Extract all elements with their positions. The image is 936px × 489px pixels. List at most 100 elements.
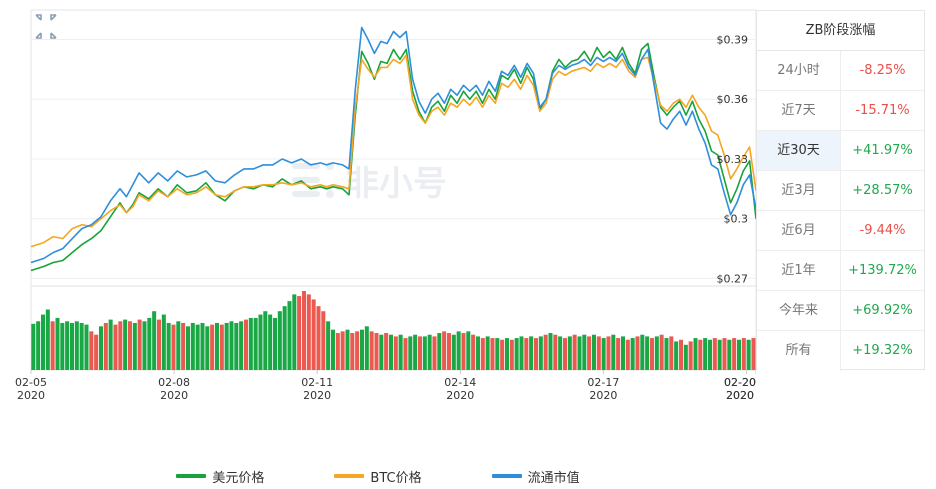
x-tick-year: 2020 [160,389,188,402]
volume-bar [649,338,654,370]
stats-period[interactable]: 今年来 [757,291,841,330]
volume-bar [717,339,722,370]
volume-bar [219,324,224,370]
legend-item-market-cap[interactable]: 流通市值 [491,466,580,486]
volume-bar [490,338,495,370]
stats-row[interactable]: 近1年 +139.72% [757,251,924,291]
volume-bar [417,336,422,370]
volume-bar [243,319,248,370]
volume-bar [442,331,447,370]
stats-row[interactable]: 近6月 -9.44% [757,211,924,251]
volume-bar [403,338,408,370]
volume-bars [31,291,756,370]
stats-change: -9.44% [859,223,906,238]
volume-bar [113,324,118,370]
volume-bar [142,321,147,370]
volume-bar [674,341,679,370]
volume-bar [393,336,398,370]
volume-bar [137,319,142,370]
series-line [30,54,756,248]
volume-bar [65,321,70,370]
x-tick-label: 02-14 [444,376,476,389]
volume-bar [654,336,659,370]
stats-period[interactable]: 近6月 [757,211,841,250]
x-tick-year: 2020 [303,389,331,402]
volume-bar [736,339,741,370]
volume-bar [500,339,505,370]
volume-bar [751,338,756,370]
volume-bar [625,339,630,370]
volume-bar [572,334,577,370]
volume-bar [36,321,41,370]
volume-bar [582,334,587,370]
volume-bar [471,334,476,370]
expand-icon[interactable] [35,14,57,39]
volume-bar [152,311,157,370]
volume-bar [461,333,466,370]
stats-change: +41.97% [852,143,913,158]
volume-bar [707,339,712,370]
volume-bar [722,338,727,370]
legend-item-usd-price[interactable]: 美元价格 [176,466,264,486]
volume-bar [277,311,282,370]
volume-bar [587,336,592,370]
volume-bar [538,336,543,370]
legend-label: 流通市值 [527,470,580,486]
stats-row[interactable]: 近3月 +28.57% [757,171,924,211]
legend-swatch [176,474,207,478]
volume-bar [529,336,534,370]
volume-bar [103,322,108,370]
stats-period[interactable]: 近1年 [757,251,841,290]
volume-bar [446,333,451,370]
x-tick-label: 02-08 [158,376,190,389]
volume-bar [611,334,616,370]
volume-bar [330,329,335,370]
volume-bar [466,331,471,370]
volume-bar [504,338,509,370]
watermark: 非小号 [292,162,447,204]
price-chart[interactable]: 非小号 $0.39$0.36$0.33$0.3$0.27 02-05202002… [0,0,756,410]
volume-bar [50,321,55,370]
stats-period[interactable]: 24小时 [757,51,841,90]
volume-bar [553,334,558,370]
volume-bar [727,339,732,370]
volume-bar [210,324,215,370]
volume-bar [45,309,50,370]
stats-period[interactable]: 近7天 [757,91,841,130]
stats-row[interactable]: 今年来 +69.92% [757,291,924,331]
legend-swatch [334,474,365,478]
volume-bar [272,317,277,370]
volume-bar [263,311,268,370]
stats-period[interactable]: 近30天 [757,131,841,170]
volume-bar [432,336,437,370]
stats-period[interactable]: 近3月 [757,171,841,210]
stats-period[interactable]: 所有 [757,331,841,371]
volume-bar [558,336,563,370]
volume-bar [451,334,456,370]
volume-bar [543,334,548,370]
y-tick-label: $0.36 [717,93,749,106]
volume-bar [301,291,306,370]
volume-bar [98,326,103,370]
x-tick-label: 02-20 [724,376,756,389]
stats-row[interactable]: 所有 +19.32% [757,331,924,371]
volume-bar [678,339,683,370]
volume-bar [123,319,128,370]
stats-row[interactable]: 近7天 -15.71% [757,91,924,131]
volume-bar [79,322,84,370]
volume-bar [408,336,413,370]
volume-bar [374,333,379,370]
volume-bar [533,338,538,370]
x-tick-year: 2020 [17,389,45,402]
stats-row[interactable]: 近30天 +41.97% [757,131,924,171]
stats-row[interactable]: 24小时 -8.25% [757,51,924,91]
legend-item-btc-price[interactable]: BTC价格 [334,466,422,486]
plot-frame [30,9,756,371]
x-tick-label: 02-11 [301,376,333,389]
volume-bar [698,339,703,370]
volume-bar [166,322,171,370]
volume-bar [437,333,442,370]
volume-bar [703,338,708,370]
volume-bar [369,331,374,370]
stats-change: -15.71% [855,103,910,118]
